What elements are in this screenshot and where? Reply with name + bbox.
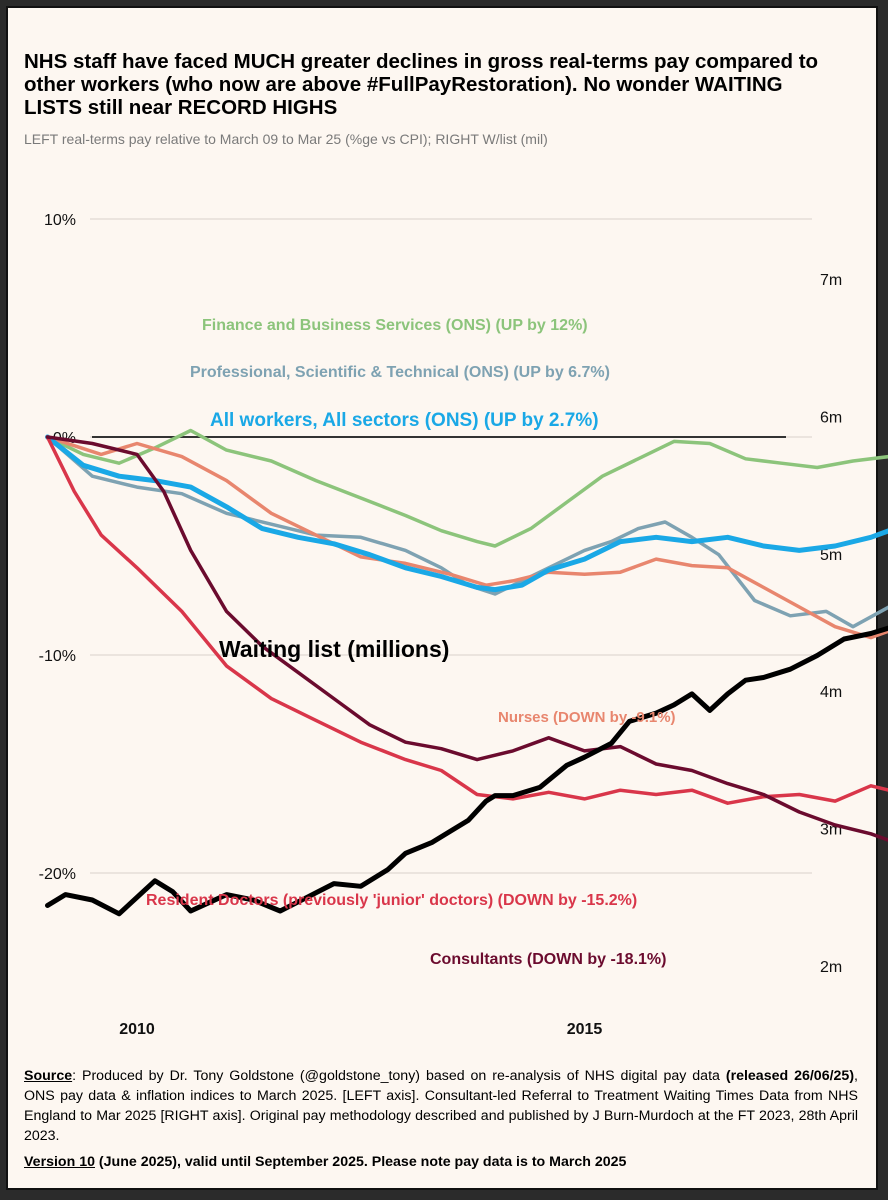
chart-subtitle: LEFT real-terms pay relative to March 09… [24,131,548,147]
right-tick-label: 7m [820,272,842,289]
nurses-line [45,435,888,640]
chart-title: NHS staff have faced MUCH greater declin… [24,50,819,119]
resident-doctors-line [45,435,888,805]
right-tick-label: 4m [820,684,842,701]
professional-label: Professional, Scientific & Technical (ON… [190,364,610,381]
waiting-list-line [45,625,888,917]
left-tick-label: -20% [39,866,76,883]
left-tick-label: -10% [39,648,76,665]
x-tick-label: 2010 [119,1021,155,1038]
source-text-1: : Produced by Dr. Tony Goldstone (@golds… [72,1068,726,1084]
source-released: (released 26/06/25) [725,1068,855,1084]
all-workers-line [45,434,888,593]
consultants-line [45,435,888,842]
consultants-label: Consultants (DOWN by -18.1%) [430,951,666,968]
version-label: Version 10 [24,1154,95,1170]
waiting-list-label: Waiting list (millions) [219,636,449,662]
right-tick-label: 5m [820,547,842,564]
source-label: Source [24,1068,73,1084]
version-text: (June 2025), valid until September 2025.… [94,1154,627,1170]
nurses-label: Nurses (DOWN by -9.1%) [498,709,676,726]
finance-line [45,428,888,548]
right-tick-label: 6m [820,409,842,426]
source-note: Source: Produced by Dr. Tony Goldstone (… [24,1066,858,1146]
right-tick-label: 2m [820,959,842,976]
finance-label: Finance and Business Services (ONS) (UP … [202,317,588,334]
source-text-2: , ONS pay data & inflation indices to Ma… [24,1068,858,1144]
professional-line [45,435,888,629]
chart-frame [6,6,878,1190]
all-workers-label: All workers, All sectors (ONS) (UP by 2.… [210,410,599,431]
resident-doctors-label: Resident Doctors (previously 'junior' do… [146,892,637,909]
version-note: Version 10 (June 2025), valid until Sept… [24,1154,626,1170]
left-tick-label: 10% [44,212,76,229]
x-tick-label: 2015 [567,1021,603,1038]
